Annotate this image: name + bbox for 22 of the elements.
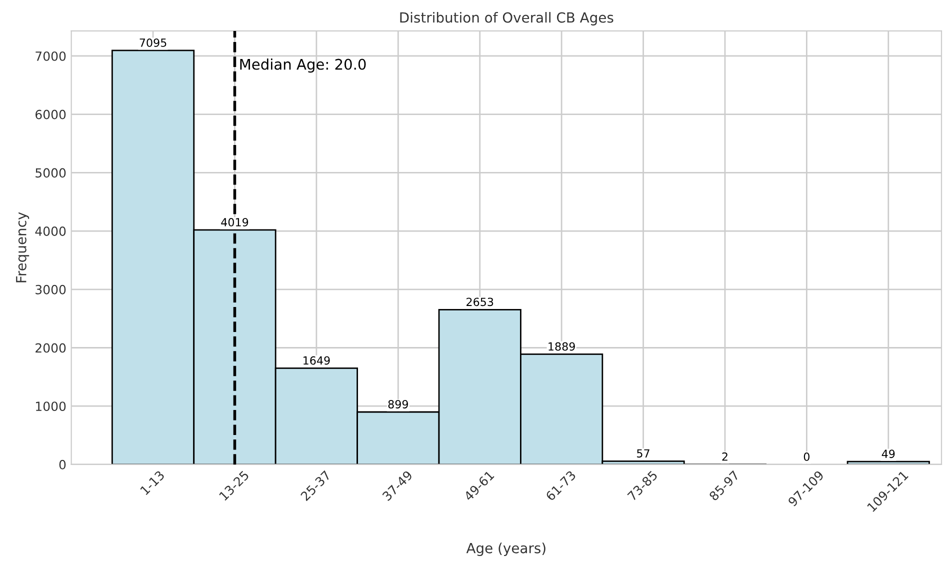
y-tick-label: 6000 bbox=[36, 110, 66, 120]
y-tick-label: 7000 bbox=[36, 51, 66, 61]
data-label: 57 bbox=[637, 449, 650, 458]
ref-line-label: Median Age: 20.0 bbox=[240, 58, 366, 73]
data-label: 899 bbox=[388, 400, 408, 408]
chart-title: Distribution of Overall CB Ages bbox=[400, 12, 614, 26]
data-label: 7095 bbox=[140, 38, 166, 47]
y-axis-title: Frequency bbox=[16, 212, 30, 282]
y-tick-label: 4000 bbox=[35, 226, 66, 236]
data-label: 1889 bbox=[548, 342, 575, 351]
y-tick-label: 3000 bbox=[36, 284, 66, 294]
y-tick-label: 1000 bbox=[36, 402, 66, 412]
data-label: 2 bbox=[722, 452, 728, 461]
data-label: 49 bbox=[882, 450, 895, 458]
data-label: 2653 bbox=[466, 298, 494, 306]
data-label: 0 bbox=[804, 452, 810, 461]
y-tick-label: 0 bbox=[59, 460, 66, 470]
data-label: 1649 bbox=[304, 356, 330, 365]
x-axis-title: Age (years) bbox=[466, 542, 546, 556]
y-tick-label: 5000 bbox=[36, 168, 66, 178]
y-tick-label: 2000 bbox=[36, 343, 66, 353]
data-label: 4019 bbox=[221, 218, 248, 226]
